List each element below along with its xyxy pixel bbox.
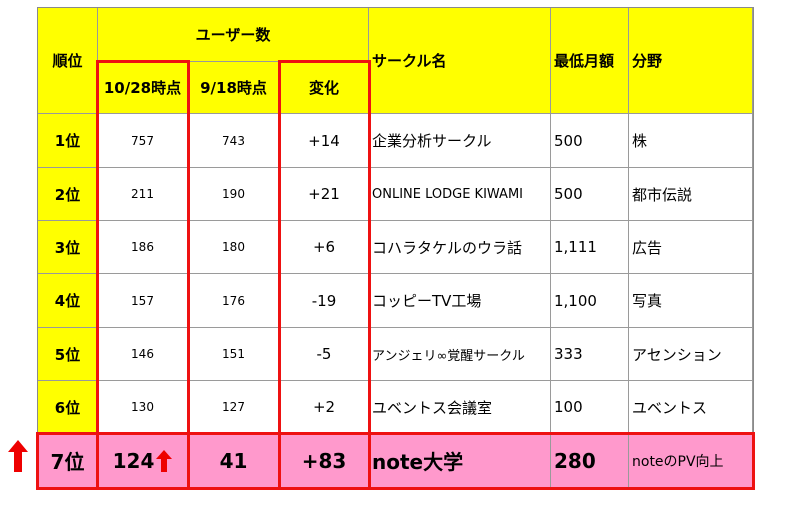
header-field: 分野 (629, 8, 753, 114)
row-1-rank: 1位 (38, 114, 98, 168)
row-3-rank: 3位 (38, 221, 98, 274)
row-2-name: ONLINE LODGE KIWAMI (369, 168, 551, 221)
header-date-oct: 10/28時点 (98, 62, 188, 114)
highlight-oct-cell: 124 (98, 434, 188, 488)
highlight-change: +83 (280, 434, 369, 488)
row-4-field: 写真 (629, 274, 753, 328)
header-min-monthly: 最低月額 (551, 8, 629, 114)
highlight-price: 280 (551, 434, 629, 488)
row-4-change: -19 (280, 274, 369, 328)
row-2-field: 都市伝説 (629, 168, 753, 221)
row-3-name: コハラタケルのウラ話 (369, 221, 551, 274)
row-3-field: 広告 (629, 221, 753, 274)
row-1-price: 500 (551, 114, 629, 168)
row-4-rank: 4位 (38, 274, 98, 328)
row-1-sep: 743 (188, 114, 280, 168)
highlight-sep: 41 (188, 434, 280, 488)
row-2-sep: 190 (188, 168, 280, 221)
row-4-oct: 157 (98, 274, 188, 328)
header-change: 変化 (280, 62, 369, 114)
row-6-sep: 127 (188, 381, 280, 434)
row-1-name: 企業分析サークル (369, 114, 551, 168)
header-date-sep: 9/18時点 (188, 62, 280, 114)
row-6-oct: 130 (98, 381, 188, 434)
row-6-change: +2 (280, 381, 369, 434)
header-circle-name: サークル名 (369, 8, 551, 114)
up-arrow-icon (156, 449, 173, 472)
row-4-sep: 176 (188, 274, 280, 328)
row-5-oct: 146 (98, 328, 188, 381)
row-4-name: コッピーTV工場 (369, 274, 551, 328)
row-6-rank: 6位 (38, 381, 98, 434)
highlight-rank: 7位 (38, 434, 98, 488)
row-1-change: +14 (280, 114, 369, 168)
highlight-name: note大学 (369, 434, 551, 488)
highlight-oct: 124 (112, 448, 155, 473)
row-2-change: +21 (280, 168, 369, 221)
row-3-sep: 180 (188, 221, 280, 274)
row-6-price: 100 (551, 381, 629, 434)
up-arrow-icon (8, 440, 28, 472)
header-user-count: ユーザー数 (98, 8, 369, 62)
row-1-oct: 757 (98, 114, 188, 168)
header-rank: 順位 (38, 8, 98, 114)
row-3-oct: 186 (98, 221, 188, 274)
row-2-oct: 211 (98, 168, 188, 221)
row-5-price: 333 (551, 328, 629, 381)
row-3-price: 1,111 (551, 221, 629, 274)
row-5-name: アンジェリ∞覚醒サークル (369, 328, 551, 381)
row-2-price: 500 (551, 168, 629, 221)
row-5-rank: 5位 (38, 328, 98, 381)
highlight-field: noteのPV向上 (629, 434, 753, 488)
row-4-price: 1,100 (551, 274, 629, 328)
row-2-rank: 2位 (38, 168, 98, 221)
row-1-field: 株 (629, 114, 753, 168)
row-5-change: -5 (280, 328, 369, 381)
row-3-change: +6 (280, 221, 369, 274)
row-6-name: ユベントス会議室 (369, 381, 551, 434)
row-5-field: アセンション (629, 328, 753, 381)
row-5-sep: 151 (188, 328, 280, 381)
row-6-field: ユベントス (629, 381, 753, 434)
